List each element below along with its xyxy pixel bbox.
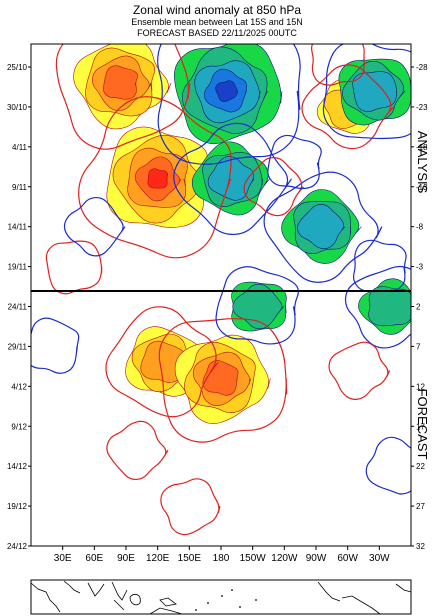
positive-anomaly-weak-contour [45,240,103,295]
india-coast [87,582,105,597]
negative-anomaly-weak-contour [365,436,411,495]
positive-anomaly-outer-contour [301,64,395,150]
negative-anomaly-weak-contour [267,134,322,190]
x-tick-label: 60E [85,553,103,564]
x-tick-label: 150W [240,553,267,564]
positive-anomaly-weak-contour [328,341,391,400]
negative-anomaly-outer-contour [263,171,383,283]
south-america [341,595,381,615]
axis-ticks: 30E 60E 90E 120E 150E 180 150W 120W 90W 60W 30W 25/… [7,63,428,564]
negative-anomaly-level-1 [232,283,284,330]
y-tick-label-left: 14/12 [7,462,28,471]
y-tick-label-left: 14/11 [8,223,28,232]
new-guinea [159,597,177,607]
x-tick-label: 150E [178,553,202,564]
negative-anomaly-level-1 [368,286,411,327]
x-tick-label: 30W [369,553,390,564]
arabia-coast [63,580,81,594]
y-tick-label-left: 19/11 [8,263,28,272]
y-tick-label-left: 9/11 [12,183,28,192]
indochina-coast [111,581,128,601]
y-tick-label-left: 25/10 [7,63,28,72]
y-tick-label-right: 22 [416,462,425,471]
y-tick-label-left: 29/11 [8,342,28,351]
y-tick-label-right: -23 [416,103,428,112]
y-tick-label-left: 4/11 [12,143,28,152]
x-tick-label: 180 [213,553,230,564]
forecast-base-line: FORECAST BASED 22/11/2025 00UTC [137,28,297,38]
negative-anomaly-weak-contour [31,317,80,374]
central-america [317,581,341,602]
africa-coast [30,582,61,613]
sumatra [113,599,125,611]
negative-anomaly-level-2 [207,156,255,201]
y-tick-label-right: -28 [416,63,428,72]
y-tick-label-right: 12 [416,382,425,391]
y-tick-label-right: -3 [416,263,424,272]
positive-anomaly-weak-contour [243,156,304,217]
x-tick-label: 120W [271,553,298,564]
anomaly-fill-layer [73,44,411,424]
positive-anomaly-outer-contour [158,318,288,443]
y-tick-label-right: 32 [416,542,425,551]
australia-top [149,607,183,615]
y-tick-label-left: 24/11 [8,303,28,312]
y-tick-label-right: -18 [416,143,428,152]
longitude-map-strip [30,579,412,615]
positive-anomaly-level-3 [103,65,138,100]
negative-anomaly-level-4 [215,80,238,103]
negative-anomaly-outer-contour [173,122,292,236]
negative-anomaly-outer-contour [215,266,299,345]
negative-anomaly-outer-contour [344,265,411,349]
positive-anomaly-level-2 [140,340,185,383]
analysis-label: ANALYSIS [415,131,430,194]
x-tick-label: 30E [54,553,72,564]
positive-anomaly-outer-contour [105,306,219,418]
forecast-label: FORECAST [415,389,430,460]
chart-title: Zonal wind anomaly at 850 hPa [132,3,302,17]
y-tick-label-left: 9/12 [11,422,27,431]
y-tick-label-left: 30/10 [7,103,28,112]
chart-subtitle: Ensemble mean between Lat 15S and 15N [131,17,303,27]
negative-anomaly-outer-contour [157,44,301,165]
x-tick-label: 60W [337,553,358,564]
positive-anomaly-weak-contour [311,44,365,86]
positive-anomaly-weak-contour [160,478,221,536]
negative-anomaly-level-2 [352,71,398,112]
x-tick-label: 120E [146,553,170,564]
y-tick-label-right: 27 [416,502,425,511]
y-tick-label-right: -13 [416,183,428,192]
y-tick-label-right: 2 [416,303,421,312]
anomaly-contour-layer [31,44,411,536]
y-tick-label-right: -8 [416,223,424,232]
negative-anomaly-weak-contour [63,196,126,257]
negative-anomaly-outer-contour [322,44,411,140]
positive-anomaly-weak-contour [106,420,169,481]
y-tick-label-right: 7 [416,342,421,351]
positive-anomaly-outer-contour [55,44,191,150]
y-tick-label-left: 19/12 [7,502,28,511]
west-africa-bulge [395,583,412,593]
x-tick-label: 90W [306,553,327,564]
y-tick-label-left: 24/12 [7,542,28,551]
positive-anomaly-level-4 [147,168,169,189]
y-tick-label-right: 17 [416,422,425,431]
x-tick-label: 90E [117,553,135,564]
positive-anomaly-outer-contour [78,96,232,259]
y-tick-label-left: 4/12 [11,382,27,391]
negative-anomaly-level-2 [297,204,346,249]
borneo [129,593,141,606]
